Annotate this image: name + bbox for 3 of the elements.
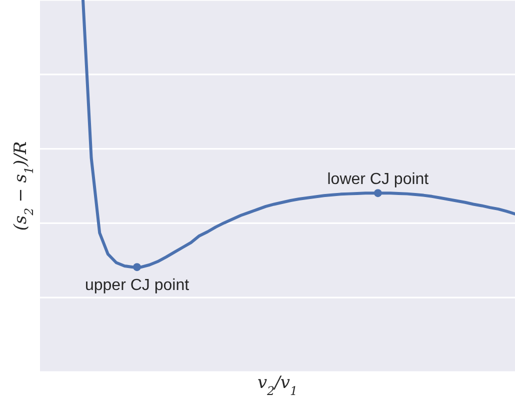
annotation: upper CJ point [84,277,190,294]
annotation: lower CJ point [327,171,430,188]
x-axis-title: v$_{2}$/v$_{1}$ [257,373,298,398]
